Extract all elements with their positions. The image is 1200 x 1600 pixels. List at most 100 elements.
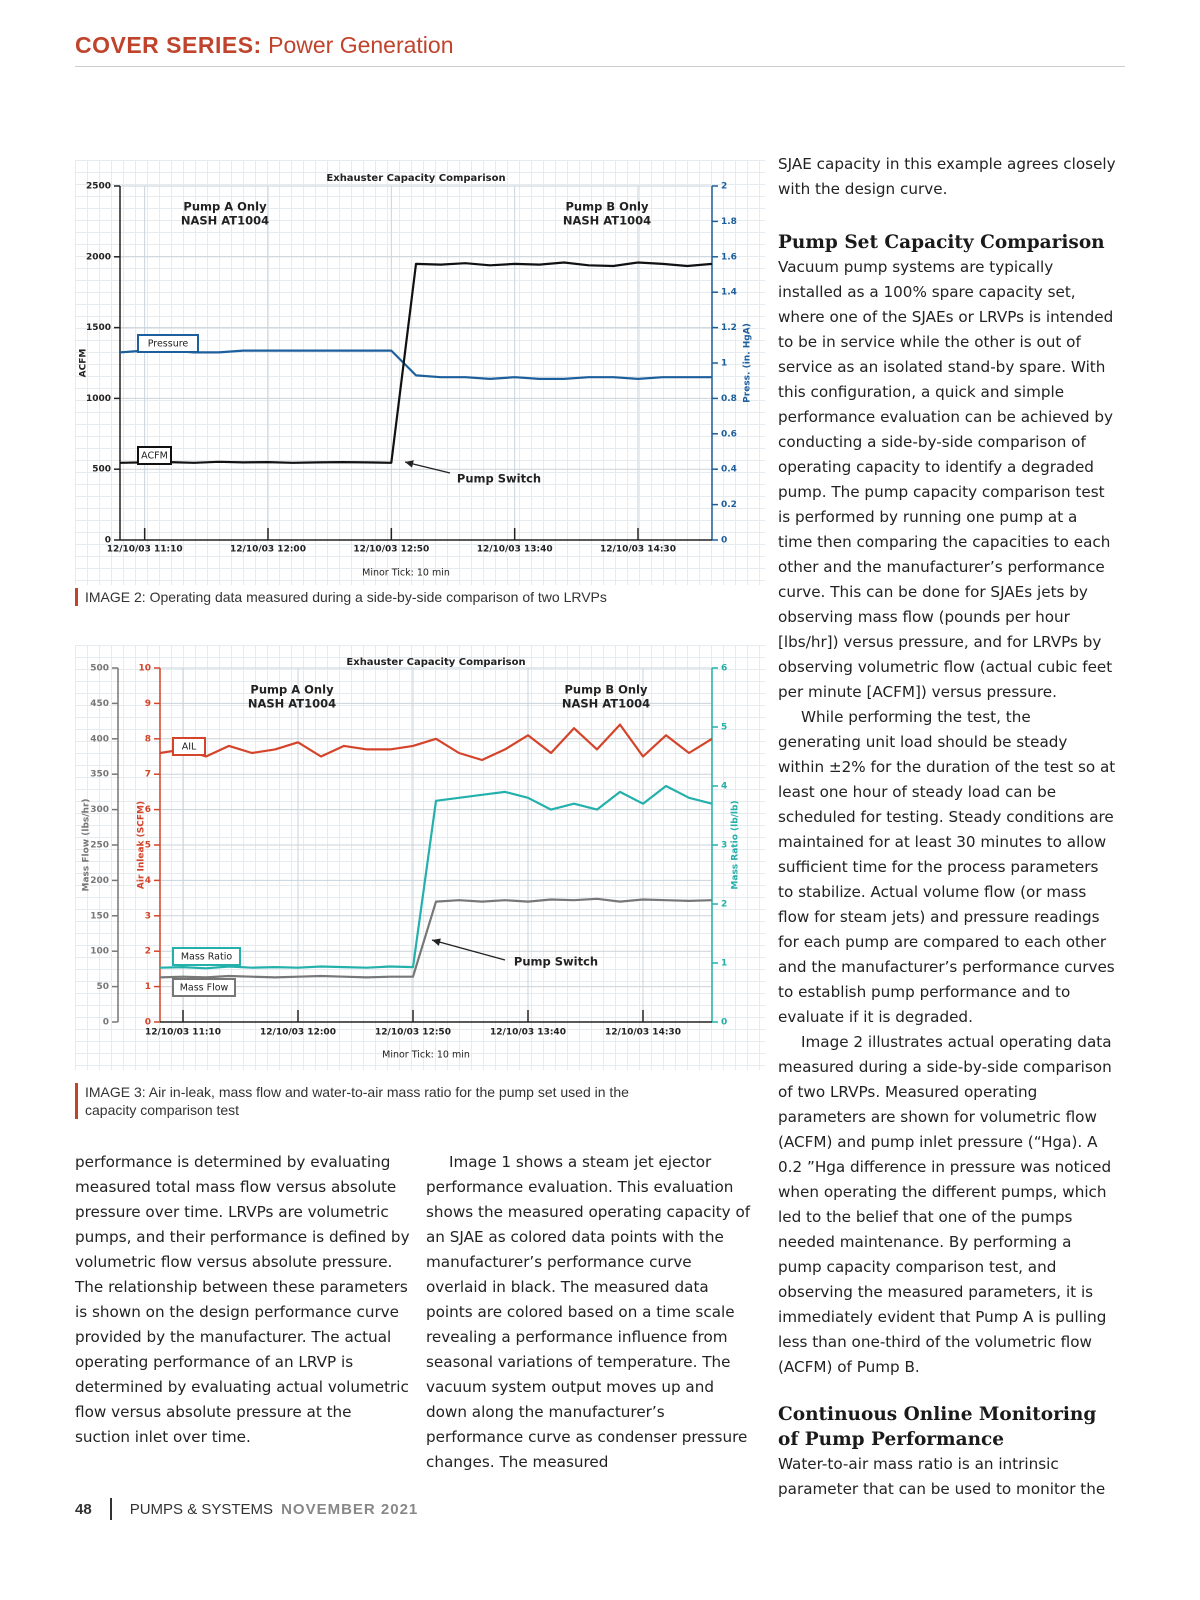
data-line xyxy=(159,897,713,979)
legend-box xyxy=(172,947,241,966)
annotation: NASH AT1004 xyxy=(562,697,650,711)
paragraph: performance is determined by evaluating … xyxy=(75,1153,410,1446)
y-tick-label: 5 xyxy=(721,723,727,733)
y-tick-label: 1 xyxy=(721,959,727,969)
x-tick-label: 12/10/03 14:30 xyxy=(600,545,676,555)
caption: IMAGE 3: Air in-leak, mass flow and wate… xyxy=(75,1083,645,1119)
y-tick-label: 1000 xyxy=(86,394,111,404)
paragraph: Image 2 illustrates actual operating dat… xyxy=(778,1033,1112,1376)
x-axis-note: Minor Tick: 10 min xyxy=(362,568,450,579)
chart: Exhauster Capacity Comparison 0 1 2 3 4 5 6 7 8 9 1… xyxy=(75,645,765,1070)
y-tick-label: 6 xyxy=(145,805,151,815)
axis-label: ACFM xyxy=(79,349,89,378)
annotation: Pump Switch xyxy=(457,472,541,486)
axis-label: Mass Flow (lbs/hr) xyxy=(82,799,92,892)
y-tick-label: 1 xyxy=(145,982,151,992)
x-tick-label: 12/10/03 13:40 xyxy=(490,1028,566,1038)
data-line xyxy=(119,261,713,464)
y-tick-label: 250 xyxy=(90,841,109,851)
arrow-head xyxy=(432,938,441,946)
y-tick-label: 1.8 xyxy=(721,217,737,227)
y-tick-label: 2000 xyxy=(86,252,111,262)
y-tick-label: 3 xyxy=(145,911,151,921)
x-tick-label: 12/10/03 11:10 xyxy=(107,545,183,555)
y-tick-label: 2 xyxy=(721,900,727,910)
y-tick-label: 500 xyxy=(90,664,109,674)
y-tick-label: 450 xyxy=(90,699,109,709)
y-tick-label: 2 xyxy=(721,182,727,192)
y-tick-label: 3 xyxy=(721,841,727,851)
axis-label: Mass Ratio (lb/lb) xyxy=(731,800,741,889)
y-tick-label: 0 xyxy=(145,1018,151,1028)
x-axis-note: Minor Tick: 10 min xyxy=(382,1050,470,1061)
legend-label: Mass Flow xyxy=(180,983,229,994)
arrow-line xyxy=(431,939,506,961)
y-tick-label: 0.4 xyxy=(721,465,737,475)
x-tick-label: 12/10/03 12:00 xyxy=(230,545,306,555)
y-tick-label: 5 xyxy=(145,841,151,851)
chart-title: Exhauster Capacity Comparison xyxy=(346,657,525,668)
y-tick-label: 1.2 xyxy=(721,323,737,333)
body-column: SJAE capacity in this example agrees clo… xyxy=(778,152,1116,1502)
paragraph: Image 1 shows a steam jet ejector perfor… xyxy=(426,1153,751,1471)
y-tick-label: 0 xyxy=(105,536,111,546)
legend-label: AIL xyxy=(182,742,197,753)
section-heading: Continuous Online Monitoring of Pump Per… xyxy=(778,1404,1097,1450)
page-number: 48 xyxy=(75,1500,92,1518)
y-tick-label: 2500 xyxy=(86,182,111,192)
paragraph: SJAE capacity in this example agrees clo… xyxy=(778,155,1116,198)
y-tick-label: 7 xyxy=(145,770,151,780)
x-tick-label: 12/10/03 12:00 xyxy=(260,1028,336,1038)
axis-label: Air Inleak (SCFM) xyxy=(137,801,147,889)
annotation: NASH AT1004 xyxy=(563,214,651,228)
x-tick-label: 12/10/03 13:40 xyxy=(477,545,553,555)
y-tick-label: 2 xyxy=(145,947,151,957)
y-tick-label: 8 xyxy=(145,734,151,744)
data-line xyxy=(119,349,712,380)
legend-label: Mass Ratio xyxy=(181,952,233,963)
y-tick-label: 150 xyxy=(90,911,109,921)
x-tick-label: 12/10/03 11:10 xyxy=(145,1028,221,1038)
paragraph: Vacuum pump systems are typically instal… xyxy=(778,258,1114,701)
publication: PUMPS & SYSTEMS xyxy=(129,1500,274,1518)
y-tick-label: 0 xyxy=(103,1018,109,1028)
y-tick-label: 0.2 xyxy=(721,500,737,510)
issue: NOVEMBER 2021 xyxy=(281,1500,419,1518)
footer: 48 PUMPS & SYSTEMS NOVEMBER 2021 xyxy=(75,1498,418,1520)
y-tick-label: 9 xyxy=(145,699,151,709)
y-tick-label: 300 xyxy=(90,805,109,815)
y-tick-label: 200 xyxy=(90,876,109,886)
y-tick-label: 0.8 xyxy=(721,394,737,404)
y-tick-label: 400 xyxy=(90,734,109,744)
legend-box xyxy=(137,334,199,353)
series-label: COVER SERIES: xyxy=(75,32,262,58)
axis-label: Press. (in. HgA) xyxy=(743,323,753,403)
legend-box xyxy=(137,446,172,465)
chart-title: Exhauster Capacity Comparison xyxy=(326,173,505,184)
annotation: NASH AT1004 xyxy=(181,214,269,228)
y-tick-label: 4 xyxy=(145,876,151,886)
annotation: Pump Switch xyxy=(514,955,598,969)
annotation: Pump B Only xyxy=(564,683,648,697)
x-tick-label: 12/10/03 14:30 xyxy=(605,1028,681,1038)
annotation: Pump B Only xyxy=(565,200,649,214)
legend-label: Pressure xyxy=(148,339,189,350)
y-tick-label: 0.6 xyxy=(721,429,737,439)
header-rule xyxy=(75,66,1125,67)
y-tick-label: 100 xyxy=(90,947,109,957)
data-line xyxy=(159,723,713,762)
footer-divider xyxy=(109,1498,112,1520)
x-tick-label: 12/10/03 12:50 xyxy=(375,1028,451,1038)
data-line xyxy=(159,784,713,970)
y-tick-label: 1 xyxy=(721,359,727,369)
paragraph: While performing the test, the generatin… xyxy=(778,708,1116,1026)
y-tick-label: 0 xyxy=(721,536,727,546)
y-tick-label: 50 xyxy=(96,982,109,992)
body-column: Image 1 shows a steam jet ejector perfor… xyxy=(426,1150,756,1475)
y-tick-label: 350 xyxy=(90,770,109,780)
section-label: Power Generation xyxy=(268,32,454,58)
header: COVER SERIES: Power Generation xyxy=(75,32,454,59)
y-tick-label: 500 xyxy=(92,465,111,475)
legend-label: ACFM xyxy=(141,451,168,462)
